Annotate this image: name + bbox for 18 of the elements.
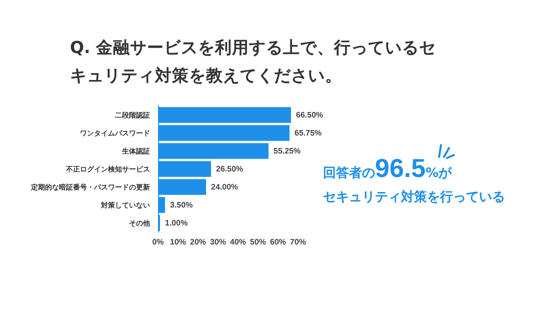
data-label: 66.50% — [296, 110, 324, 120]
x-tick-label: 40% — [230, 238, 246, 246]
text: 回答者の96.5%が — [323, 153, 453, 185]
data-label: 3.50% — [170, 200, 193, 210]
x-tick-label: 50% — [250, 238, 266, 246]
x-tick-label: 0% — [152, 238, 164, 246]
x-tick-label: 70% — [290, 238, 306, 246]
data-label: 24.00% — [211, 182, 238, 192]
text: セキュリティ対策を行っている — [323, 188, 505, 207]
chart-title: Q. 金融サービスを利用する上で、行っているセキュリティ対策を教えてください。 — [70, 37, 438, 87]
data-label: 65.75% — [294, 128, 322, 138]
data-label: 1.00% — [165, 218, 188, 228]
x-tick-label: 30% — [210, 238, 226, 246]
data-label: 55.25% — [274, 146, 301, 156]
x-tick-label: 20% — [190, 238, 206, 246]
x-tick-label: 60% — [270, 238, 286, 246]
x-tick-label: 10% — [170, 238, 186, 246]
data-label: 26.50% — [216, 164, 244, 174]
